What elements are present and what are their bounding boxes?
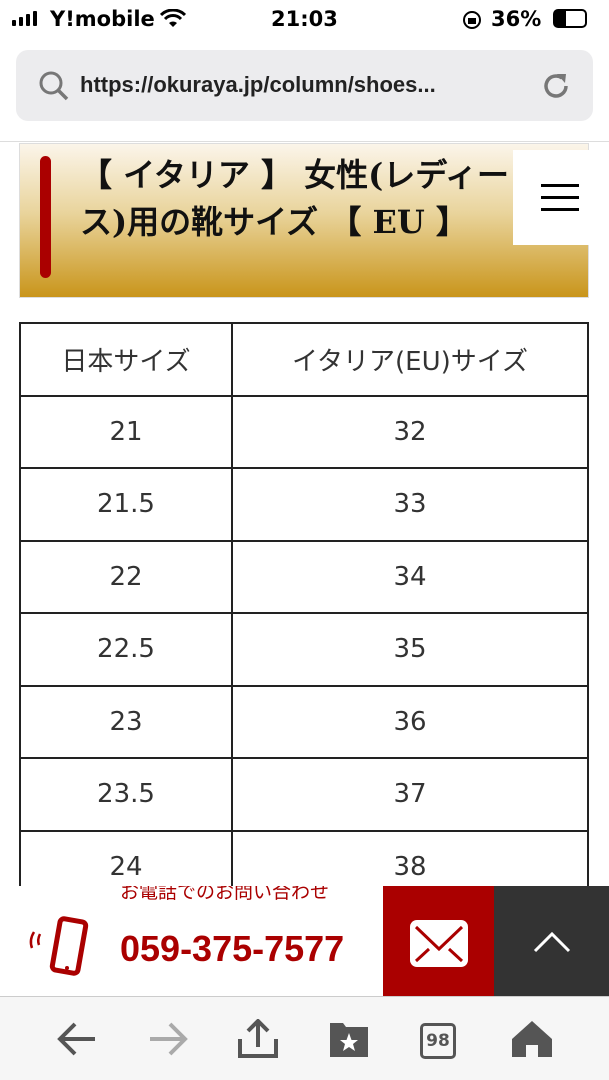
cell: 22	[19, 539, 233, 614]
cell: 36	[231, 684, 589, 759]
cell: 21	[19, 394, 233, 469]
menu-button[interactable]	[513, 150, 609, 245]
url-text[interactable]: https://okuraya.jp/column/shoes...	[80, 72, 436, 97]
cell: 23.5	[19, 757, 233, 832]
table-row: 22 34	[19, 539, 589, 614]
status-bar: Y!mobile 21:03 36%	[0, 0, 609, 40]
orientation-lock-icon	[463, 11, 481, 29]
signal-icon	[12, 11, 37, 26]
table-header-row: 日本サイズ イタリア(EU)サイズ	[19, 322, 589, 397]
cell: 23	[19, 684, 233, 759]
scroll-top-button[interactable]	[494, 886, 609, 996]
table-row: 23.5 37	[19, 757, 589, 832]
forward-icon[interactable]	[146, 1019, 190, 1059]
phone-icon	[29, 916, 89, 976]
reload-icon[interactable]	[540, 70, 572, 102]
mail-icon	[410, 920, 468, 967]
chevron-up-icon	[533, 931, 571, 953]
wifi-icon	[160, 9, 186, 27]
address-bar[interactable]: https://okuraya.jp/column/shoes...	[16, 50, 593, 121]
table-row: 21 32	[19, 394, 589, 469]
battery-icon	[553, 9, 587, 28]
cell: 37	[231, 757, 589, 832]
heading-accent-bar	[40, 156, 51, 278]
bookmarks-icon[interactable]	[327, 1019, 371, 1059]
cell: 32	[231, 394, 589, 469]
battery-percent: 36%	[491, 7, 542, 31]
carrier: Y!mobile	[50, 7, 155, 31]
table-row: 21.5 33	[19, 467, 589, 542]
heading-title: 【 イタリア 】 女性(レディース)用の靴サイズ 【 EU 】	[80, 156, 510, 241]
search-icon	[39, 71, 69, 101]
cell: 35	[231, 612, 589, 687]
header-japan-size: 日本サイズ	[19, 322, 233, 397]
cell: 34	[231, 539, 589, 614]
share-icon[interactable]	[236, 1019, 280, 1059]
browser-toolbar: 98	[0, 996, 609, 1080]
cell: 21.5	[19, 467, 233, 542]
cell: 22.5	[19, 612, 233, 687]
contact-label: お電話でのお問い合わせ	[120, 886, 330, 903]
table-row: 22.5 35	[19, 612, 589, 687]
phone-number[interactable]: 059-375-7577	[120, 928, 345, 969]
back-icon[interactable]	[55, 1019, 99, 1059]
divider	[0, 141, 609, 142]
mail-button[interactable]	[383, 886, 494, 996]
size-table: 日本サイズ イタリア(EU)サイズ 21 32 21.5 33 22 34 22.5 3…	[19, 322, 589, 904]
tabs-button[interactable]: 98	[420, 1023, 456, 1059]
header-eu-size: イタリア(EU)サイズ	[231, 322, 589, 397]
cell: 33	[231, 467, 589, 542]
table-row: 23 36	[19, 684, 589, 759]
section-heading: 【 イタリア 】 女性(レディース)用の靴サイズ 【 EU 】	[19, 143, 589, 298]
clock: 21:03	[271, 7, 338, 31]
home-icon[interactable]	[510, 1019, 554, 1059]
